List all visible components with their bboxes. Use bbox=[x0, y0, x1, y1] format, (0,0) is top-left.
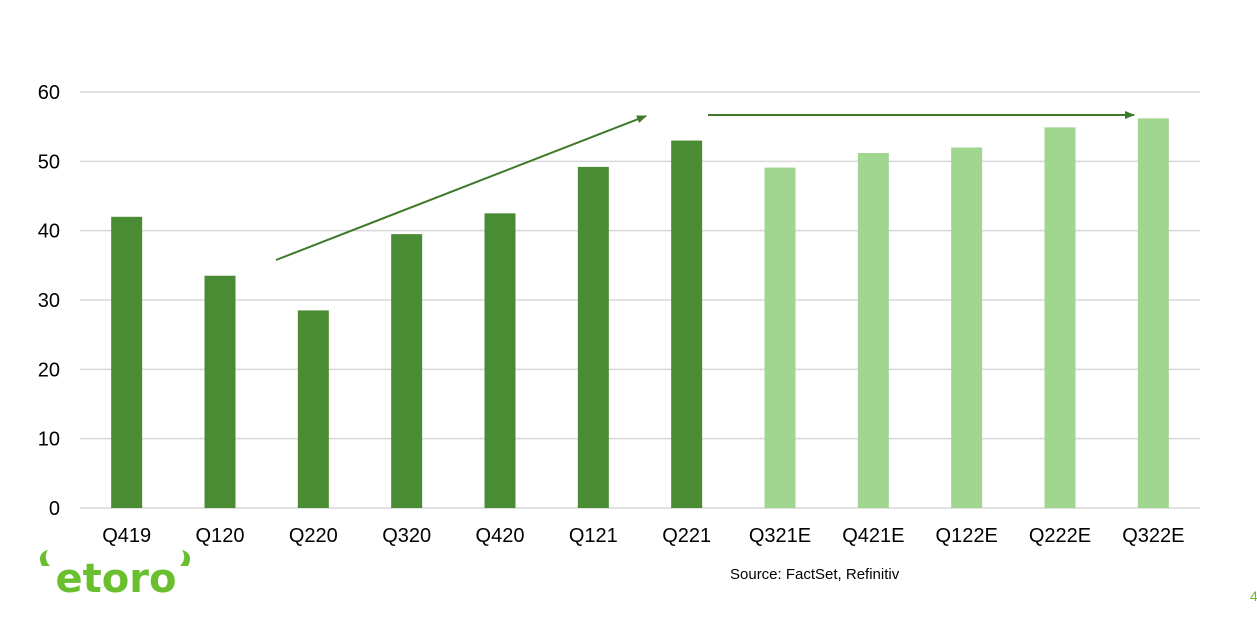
y-tick-label: 40 bbox=[38, 221, 60, 243]
bar-q221 bbox=[671, 140, 703, 509]
x-tick-label: Q421E bbox=[842, 525, 904, 547]
bar-q419 bbox=[111, 216, 143, 509]
x-tick-label: Q121 bbox=[569, 525, 618, 547]
bar-q321e bbox=[764, 167, 796, 508]
y-tick-label: 30 bbox=[38, 290, 60, 312]
y-axis-ticks: 0 10 20 30 40 50 60 bbox=[38, 82, 60, 520]
x-tick-label: Q420 bbox=[476, 525, 525, 547]
etoro-logo: etoro bbox=[36, 548, 196, 605]
bar-q420 bbox=[484, 213, 516, 509]
bar-q320 bbox=[391, 234, 423, 508]
bar-q121 bbox=[577, 166, 609, 508]
logo-wordmark: etoro bbox=[56, 556, 177, 600]
x-tick-label: Q220 bbox=[289, 525, 338, 547]
bar-q322e bbox=[1137, 118, 1169, 508]
x-tick-label: Q322E bbox=[1122, 525, 1184, 547]
y-tick-label: 0 bbox=[49, 498, 60, 520]
x-tick-label: Q222E bbox=[1029, 525, 1091, 547]
x-tick-label: Q321E bbox=[749, 525, 811, 547]
x-tick-label: Q320 bbox=[382, 525, 431, 547]
bar-q222e bbox=[1044, 127, 1076, 509]
bar-q220 bbox=[297, 310, 329, 508]
bar-q421e bbox=[857, 153, 889, 508]
page-number: 4 bbox=[1250, 588, 1257, 604]
x-tick-label: Q122E bbox=[936, 525, 998, 547]
gridlines bbox=[80, 91, 1200, 509]
bar-q120 bbox=[204, 275, 236, 508]
bars bbox=[111, 118, 1169, 509]
x-tick-label: Q419 bbox=[102, 525, 151, 547]
y-tick-label: 60 bbox=[38, 82, 60, 104]
y-tick-label: 20 bbox=[38, 359, 60, 381]
source-note: Source: FactSet, Refinitiv bbox=[730, 566, 900, 583]
etoro-logo-mark: etoro bbox=[40, 550, 190, 602]
y-tick-label: 10 bbox=[38, 429, 60, 451]
x-axis-ticks: Q419 Q120 Q220 Q320 Q420 Q121 Q221 Q321E Q421E Q1… bbox=[102, 525, 1184, 547]
bar-q122e bbox=[951, 147, 983, 508]
x-tick-label: Q221 bbox=[662, 525, 711, 547]
trend-arrow-up bbox=[275, 115, 647, 261]
x-tick-label: Q120 bbox=[196, 525, 245, 547]
y-tick-label: 50 bbox=[38, 151, 60, 173]
